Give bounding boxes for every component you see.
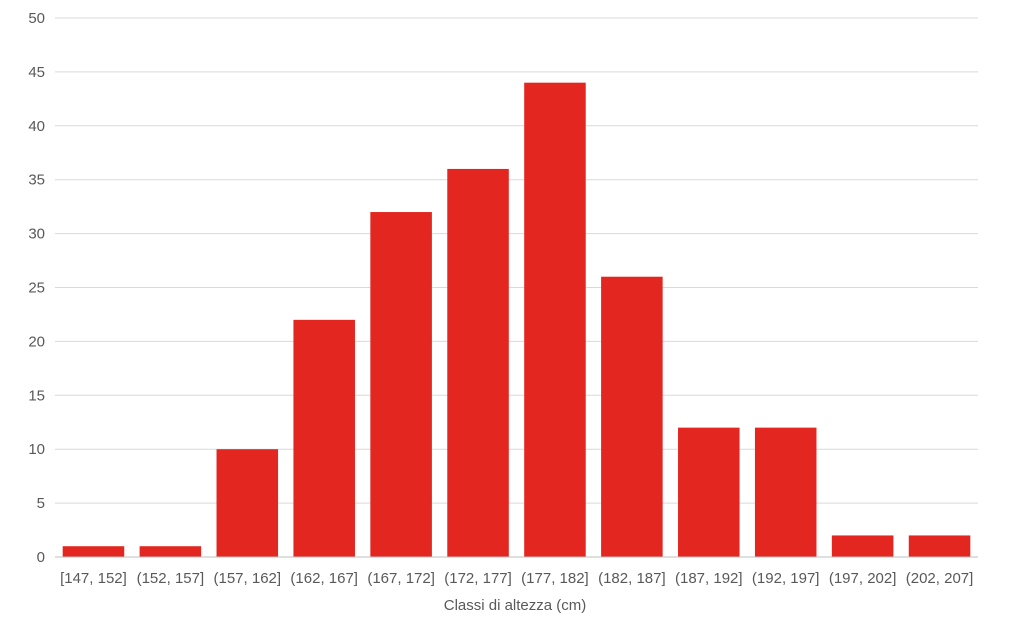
y-tick-label: 25 <box>28 280 45 297</box>
x-tick-label: (162, 167] <box>290 570 358 587</box>
bar <box>908 535 971 557</box>
x-tick-label: (152, 157] <box>137 570 205 587</box>
y-tick-label: 40 <box>28 118 45 135</box>
bar <box>370 212 432 558</box>
y-axis-ticks: 0 5 10 15 20 25 30 35 40 45 50 <box>28 10 45 566</box>
bar <box>524 82 586 558</box>
y-tick-label: 35 <box>28 172 45 189</box>
y-tick-label: 15 <box>28 387 45 404</box>
bar <box>139 546 202 557</box>
y-tick-label: 20 <box>28 333 45 350</box>
x-tick-label: (167, 172] <box>367 570 435 587</box>
x-axis-title: Classi di altezza (cm) <box>444 597 587 614</box>
x-tick-label: (192, 197] <box>752 570 820 587</box>
bar <box>447 168 509 558</box>
bar <box>831 535 894 557</box>
x-tick-label: (177, 182] <box>521 570 589 587</box>
x-tick-label: (182, 187] <box>598 570 666 587</box>
y-tick-label: 5 <box>37 495 45 512</box>
x-tick-label: [147, 152] <box>60 570 127 587</box>
y-tick-label: 30 <box>28 226 45 243</box>
bar <box>216 449 279 557</box>
bar <box>754 427 817 557</box>
bar <box>62 546 125 557</box>
y-tick-label: 10 <box>28 441 45 458</box>
bar <box>601 276 663 557</box>
bars <box>62 82 971 558</box>
x-tick-label: (187, 192] <box>675 570 743 587</box>
x-tick-label: (202, 207] <box>906 570 974 587</box>
x-axis-ticks: [147, 152] (152, 157] (157, 162] (162, 167]… <box>60 570 973 587</box>
y-tick-label: 50 <box>28 10 45 27</box>
x-tick-label: (157, 162] <box>214 570 282 587</box>
bar <box>293 319 355 557</box>
bar <box>678 427 740 557</box>
x-tick-label: (172, 177] <box>444 570 512 587</box>
y-tick-label: 45 <box>28 64 45 81</box>
y-tick-label: 0 <box>37 549 45 566</box>
gridlines <box>55 17 978 504</box>
x-tick-label: (197, 202] <box>829 570 897 587</box>
